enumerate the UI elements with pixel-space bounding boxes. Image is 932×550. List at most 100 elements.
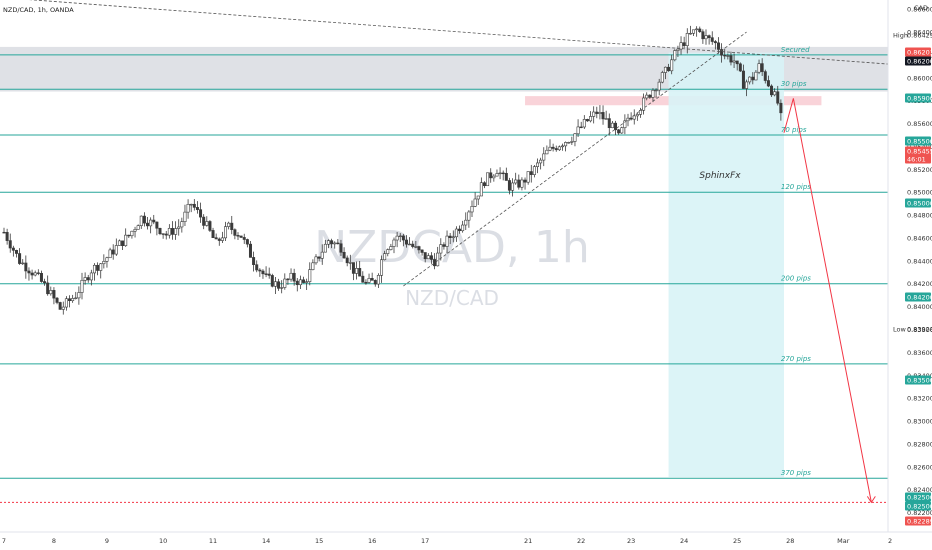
projection-path: [783, 98, 872, 503]
candle-body: [164, 233, 168, 236]
candle-body: [292, 272, 296, 282]
candle-body: [348, 262, 352, 264]
candle-body: [27, 270, 31, 274]
candle-body: [735, 60, 739, 65]
candle-body: [189, 203, 193, 206]
candle-body: [486, 172, 490, 187]
candle-body: [451, 236, 455, 239]
y-tick-label: 0.82800: [907, 440, 932, 448]
candle-body: [458, 228, 462, 232]
price-badge: [905, 146, 931, 156]
candle-body: [248, 243, 252, 258]
candle-body: [373, 280, 377, 285]
candle-body: [345, 257, 349, 264]
candle-body: [592, 111, 596, 117]
candle-body: [261, 270, 265, 275]
candle-body: [620, 127, 624, 134]
price-badge-label: 0.82500: [907, 494, 932, 502]
candle-body: [448, 235, 452, 239]
candle-body: [741, 70, 745, 89]
candle-body: [601, 112, 605, 120]
candle-body: [233, 229, 237, 236]
price-badge: [905, 47, 931, 57]
candle-body: [202, 216, 206, 226]
candle-body: [367, 278, 371, 283]
candle-body: [776, 91, 780, 104]
candle-body: [482, 182, 486, 187]
trendlines-layer: [29, 0, 889, 287]
y-tick-label: 0.84600: [907, 234, 932, 242]
price-badge-label: 0.86201: [907, 49, 932, 57]
y-tick-label: 0.85600: [907, 120, 932, 128]
candle-body: [71, 298, 75, 302]
candle-body: [124, 234, 128, 247]
candle-body: [542, 153, 546, 161]
candle-body: [108, 249, 112, 259]
candle-body: [454, 228, 458, 238]
candle-body: [673, 50, 677, 61]
candle-body: [305, 281, 309, 283]
candle-body: [186, 204, 190, 213]
candle-body: [36, 272, 40, 274]
candle-body: [679, 42, 683, 50]
candle-body: [433, 259, 437, 267]
stat-label: Low: [893, 326, 906, 334]
candle-body: [180, 221, 184, 228]
candle-body: [277, 281, 281, 289]
candle-body: [626, 117, 630, 122]
y-tick-label: 0.82200: [907, 509, 932, 517]
candle-body: [24, 262, 28, 272]
candle-body: [651, 89, 655, 98]
candle-body: [49, 290, 53, 295]
price-badge-label: 0.85500: [907, 138, 932, 146]
candle-body: [174, 228, 178, 235]
candle-body: [526, 171, 530, 183]
candle-body: [273, 281, 277, 287]
candle-body: [570, 141, 574, 143]
candle-body: [111, 249, 115, 255]
candle-body: [748, 76, 752, 83]
x-tick-label: 14: [262, 537, 270, 545]
candle-body: [330, 240, 334, 245]
candle-body: [195, 207, 199, 210]
y-tick-label: 0.85000: [907, 189, 932, 197]
price-badge: [905, 136, 931, 146]
candle-body: [657, 81, 661, 91]
candle-body: [670, 59, 674, 72]
x-tick-label: 16: [368, 537, 376, 545]
candle-body: [336, 242, 340, 245]
candle-body: [489, 172, 493, 179]
level-label: 70 pips: [781, 126, 807, 134]
candle-body: [311, 262, 315, 270]
price-badge-label: 0.82500: [907, 503, 932, 511]
target-box: [668, 52, 784, 478]
price-badge: [905, 375, 931, 385]
price-badge: [905, 516, 931, 526]
candle-body: [142, 215, 146, 224]
candle-body: [5, 232, 9, 241]
price-badge: [905, 198, 931, 208]
candle-body: [757, 63, 761, 73]
candle-body: [308, 269, 312, 283]
candle-body: [514, 179, 518, 184]
candle-body: [99, 263, 103, 271]
price-badge: [905, 93, 931, 103]
level-label: 200 pips: [781, 275, 811, 283]
candle-body: [361, 275, 365, 283]
candle-body: [667, 66, 671, 72]
y-tick-label: 0.84800: [907, 212, 932, 220]
price-badge-label: 0.82289: [907, 518, 932, 526]
x-tick-label: 7: [2, 537, 6, 545]
candle-body: [96, 264, 100, 271]
candle-body: [149, 219, 153, 227]
candle-body: [74, 297, 78, 299]
candle-body: [589, 116, 593, 122]
candle-body: [342, 251, 346, 259]
candle-body: [445, 235, 449, 247]
candle-body: [105, 257, 109, 262]
candle-body: [523, 179, 527, 183]
x-tick-label: 17: [421, 537, 429, 545]
candle-body: [551, 146, 555, 149]
